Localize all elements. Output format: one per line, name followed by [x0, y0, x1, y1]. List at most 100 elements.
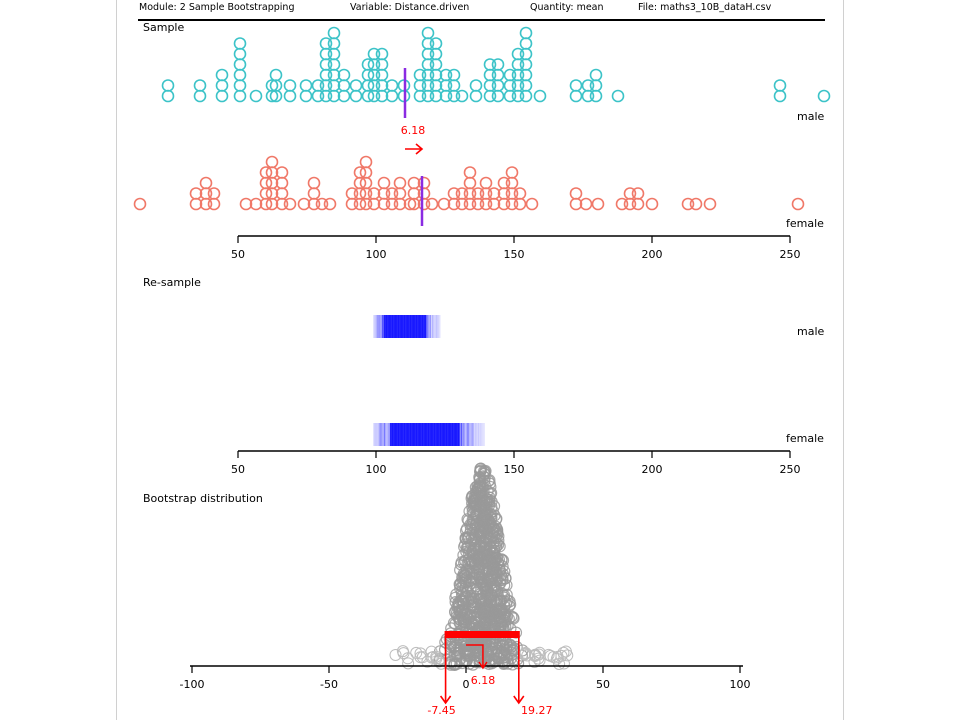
- resample-group-male: male: [797, 325, 825, 338]
- male-sample-point: [611, 89, 625, 103]
- bootstrap-point: [467, 598, 480, 612]
- resample-female-band-stroke: [423, 423, 425, 446]
- male-sample-point: [533, 89, 547, 103]
- resample-female-band-stroke: [440, 423, 442, 446]
- bootstrap-point: [497, 657, 510, 670]
- female-sample-point: [631, 187, 645, 200]
- male-sample-point: [455, 89, 469, 103]
- ci-lower-arrow: [439, 638, 452, 705]
- bootstrap-tail-point: [410, 646, 423, 659]
- female-sample-point: [265, 155, 279, 169]
- male-sample-point: [269, 68, 283, 82]
- resample-female-band-stroke: [387, 423, 389, 446]
- resample-female-band-stroke: [456, 423, 458, 446]
- bootstrap-tail-point: [532, 652, 545, 665]
- female-sample-point: [417, 176, 431, 190]
- value-axis-1-tick-label: 200: [642, 248, 663, 261]
- resample-male-band-stroke: [429, 315, 431, 338]
- female-sample-point: [623, 187, 637, 200]
- bootstrap-point: [458, 569, 472, 582]
- bootstrap-point: [457, 567, 470, 580]
- bootstrap-point: [465, 538, 478, 551]
- resample-female-band-stroke: [446, 423, 448, 446]
- female-sample-point: [631, 197, 645, 211]
- male-sample-point: [773, 89, 787, 103]
- resample-male-band-stroke: [435, 315, 437, 338]
- female-sample-point: [307, 187, 321, 200]
- bootstrap-point: [498, 589, 511, 602]
- bootstrap-tail-point: [416, 651, 429, 664]
- bootstrap-point: [474, 539, 487, 552]
- value-axis-1-tick-label: 50: [231, 248, 245, 261]
- male-sample-point: [327, 47, 341, 61]
- resample-female-band-stroke: [378, 423, 380, 446]
- bootstrap-point: [503, 599, 516, 613]
- bootstrap-point: [478, 593, 492, 606]
- resample-female-band-stroke: [421, 423, 423, 446]
- resample-female-band-stroke: [452, 423, 454, 446]
- bootstrap-tail-point: [397, 647, 410, 660]
- bootstrap-point: [495, 587, 508, 600]
- resample-female-band-stroke: [468, 423, 470, 446]
- male-sample-point: [349, 79, 363, 92]
- ci-lower-label: -7.45: [427, 704, 455, 717]
- male-sample-point: [447, 68, 461, 82]
- observed-diff-label: 6.18: [401, 124, 426, 137]
- resample-female-band-stroke: [412, 423, 415, 446]
- resample-male-band-stroke: [420, 315, 422, 338]
- resample-male-band-stroke: [430, 315, 433, 338]
- resample-female-band-stroke: [420, 423, 422, 446]
- female-sample-point: [275, 166, 289, 179]
- value-axis-1-tick-label: 100: [366, 248, 387, 261]
- male-sample-point: [161, 89, 175, 103]
- resample-male-band-stroke: [386, 315, 388, 338]
- diff-tick-label: -100: [180, 678, 205, 691]
- bootstrap-point: [488, 583, 501, 596]
- bootstrap-point: [482, 574, 495, 587]
- resample-male-band-stroke: [379, 315, 381, 338]
- male-sample-point: [233, 68, 247, 82]
- resample-male-band-stroke: [439, 315, 441, 338]
- resample-male-band-stroke: [374, 315, 376, 338]
- male-sample-point: [337, 68, 351, 82]
- female-sample-point: [323, 197, 337, 211]
- quantity-label: Quantity: mean: [530, 2, 604, 13]
- resample-male-band-stroke: [410, 315, 412, 338]
- male-sample-point: [385, 79, 399, 92]
- resample-female-band-stroke: [474, 423, 476, 446]
- female-sample-point: [259, 166, 273, 179]
- bootstrap-point: [467, 592, 480, 605]
- resample-female-band-stroke: [442, 423, 445, 446]
- bootstrap-point: [478, 617, 491, 630]
- male-sample-point: [519, 58, 533, 71]
- male-sample-point: [283, 79, 297, 92]
- resample-female-band-stroke: [400, 423, 403, 446]
- resample-female-band-stroke: [444, 423, 446, 446]
- bootstrap-tail-point: [389, 648, 402, 661]
- female-sample-point: [133, 197, 147, 211]
- resample-male-band-stroke: [421, 315, 423, 338]
- bootstrap-point: [455, 556, 468, 569]
- male-sample-point: [233, 37, 247, 50]
- resample-female-band-stroke: [415, 423, 417, 446]
- resample-female-band-stroke: [448, 423, 451, 446]
- bootstrap-point: [453, 646, 466, 659]
- male-sample-point: [319, 37, 333, 50]
- male-sample-point: [233, 79, 247, 92]
- resample-male-band-stroke: [428, 315, 430, 338]
- male-sample-point: [375, 68, 389, 82]
- male-sample-point: [265, 79, 279, 92]
- resample-male-band-stroke: [406, 315, 409, 338]
- resample-female-band-stroke: [464, 423, 466, 446]
- resample-female-band-stroke: [397, 423, 399, 446]
- resample-female-band-stroke: [391, 423, 393, 446]
- male-sample-point: [327, 37, 341, 50]
- bootstrap-tail-point: [430, 650, 443, 663]
- resample-female-band-stroke: [422, 423, 424, 446]
- bootstrap-point: [470, 616, 483, 629]
- bootstrap-tail-point: [414, 647, 427, 660]
- resample-female-band-stroke: [414, 423, 416, 446]
- sample-group-female: female: [786, 217, 824, 230]
- female-sample-point: [471, 187, 485, 200]
- resample-female-band-stroke: [477, 423, 479, 446]
